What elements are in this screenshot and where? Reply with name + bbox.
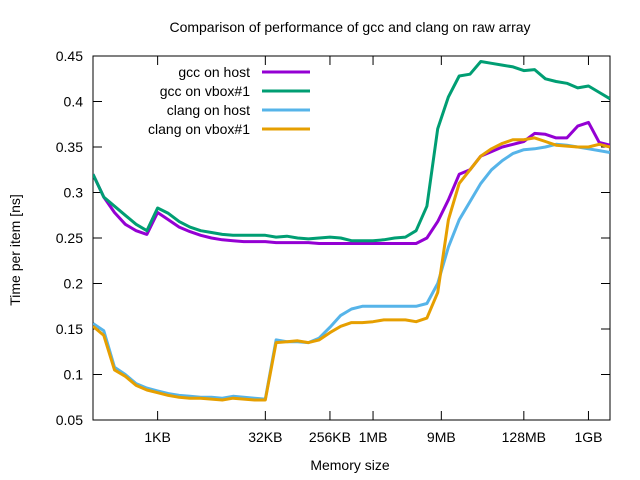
y-tick-label: 0.3 [64, 185, 84, 201]
series-line-4 [93, 136, 610, 402]
legend-label: clang on vbox#1 [148, 121, 250, 137]
y-axis-label: Time per item [ns] [7, 194, 23, 306]
x-tick-label: 32KB [248, 429, 282, 445]
series-line-3 [93, 142, 610, 401]
x-axis-label: Memory size [310, 457, 390, 473]
legend-label: gcc on vbox#1 [160, 83, 250, 99]
series-line-1 [93, 120, 610, 245]
x-tick-label: 256KB [309, 429, 351, 445]
y-tick-label: 0.05 [56, 412, 83, 428]
y-tick-label: 0.45 [56, 48, 83, 64]
y-tick-label: 0.1 [64, 367, 84, 383]
y-tick-label: 0.25 [56, 230, 83, 246]
x-tick-label: 1MB [359, 429, 388, 445]
legend: gcc on host gcc on vbox#1 clang on host cla… [148, 64, 310, 137]
plot-area: 0.05 0.1 0.15 0.2 0.25 0.3 0.35 0.4 0.45 1KB 32KB 2… [56, 48, 611, 445]
x-tick-label: 1GB [574, 429, 602, 445]
x-tick-label: 128MB [502, 429, 546, 445]
y-tick-label: 0.35 [56, 139, 83, 155]
x-tick-label: 1KB [144, 429, 170, 445]
y-tick-label: 0.2 [64, 276, 84, 292]
series-line-2 [93, 60, 610, 243]
x-tick-label: 9MB [427, 429, 456, 445]
chart-title: Comparison of performance of gcc and cla… [169, 19, 530, 35]
legend-label: clang on host [167, 102, 250, 118]
y-tick-label: 0.15 [56, 321, 83, 337]
legend-label: gcc on host [178, 64, 250, 80]
y-tick-label: 0.4 [64, 94, 84, 110]
